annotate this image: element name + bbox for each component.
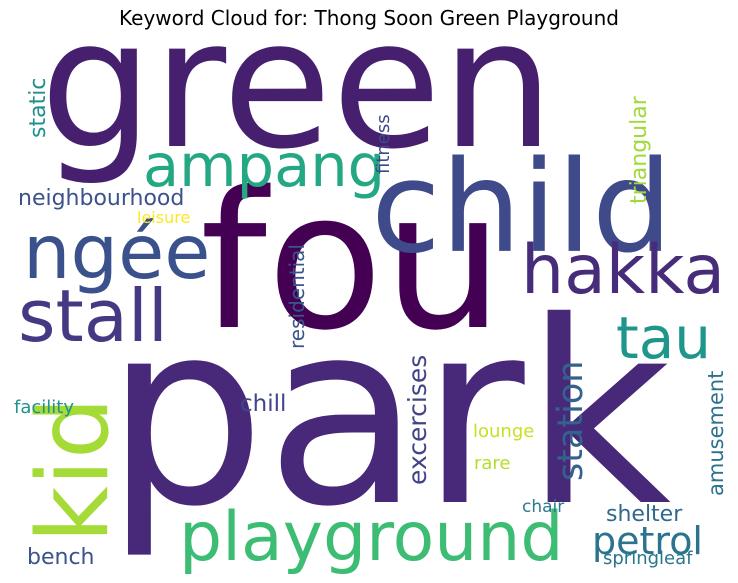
chart-title: Keyword Cloud for: Thong Soon Green Play… [119, 6, 619, 30]
word-green: green [40, 33, 555, 188]
word-kid: kid [17, 396, 131, 543]
word-amusement: amusement [704, 370, 728, 496]
word-chair: chair [522, 497, 565, 517]
word-springleaf: springleaf [603, 548, 693, 569]
word-leisure: leisure [137, 208, 191, 227]
word-static: static [26, 77, 51, 138]
word-stall: stall [18, 274, 168, 358]
word-facility: facility [14, 397, 74, 418]
word-tau: tau [616, 304, 712, 372]
word-lounge: lounge [473, 421, 535, 442]
word-ampang: ampang [143, 131, 386, 200]
word-rare: rare [474, 453, 511, 474]
word-shelter: shelter [606, 502, 683, 527]
word-park: park [105, 267, 672, 562]
word-neighbourhood: neighbourhood [18, 186, 185, 211]
word-bench: bench [27, 545, 95, 570]
word-child: child [371, 133, 673, 281]
word-fou: fou [200, 151, 504, 372]
word-cloud: green park fou child playground ampang n… [11, 33, 728, 577]
word-triangular: triangular [627, 96, 652, 204]
word-ngee: ngée [23, 208, 211, 296]
word-hakka: hakka [521, 231, 725, 310]
word-excercises: excercises [403, 354, 432, 485]
word-fitness: fitness [373, 114, 394, 174]
word-chill: chill [240, 391, 287, 417]
word-residential: residential [285, 244, 309, 349]
word-petrol: petrol [592, 519, 703, 563]
word-playground: playground [179, 498, 564, 577]
word-station: station [551, 360, 591, 481]
